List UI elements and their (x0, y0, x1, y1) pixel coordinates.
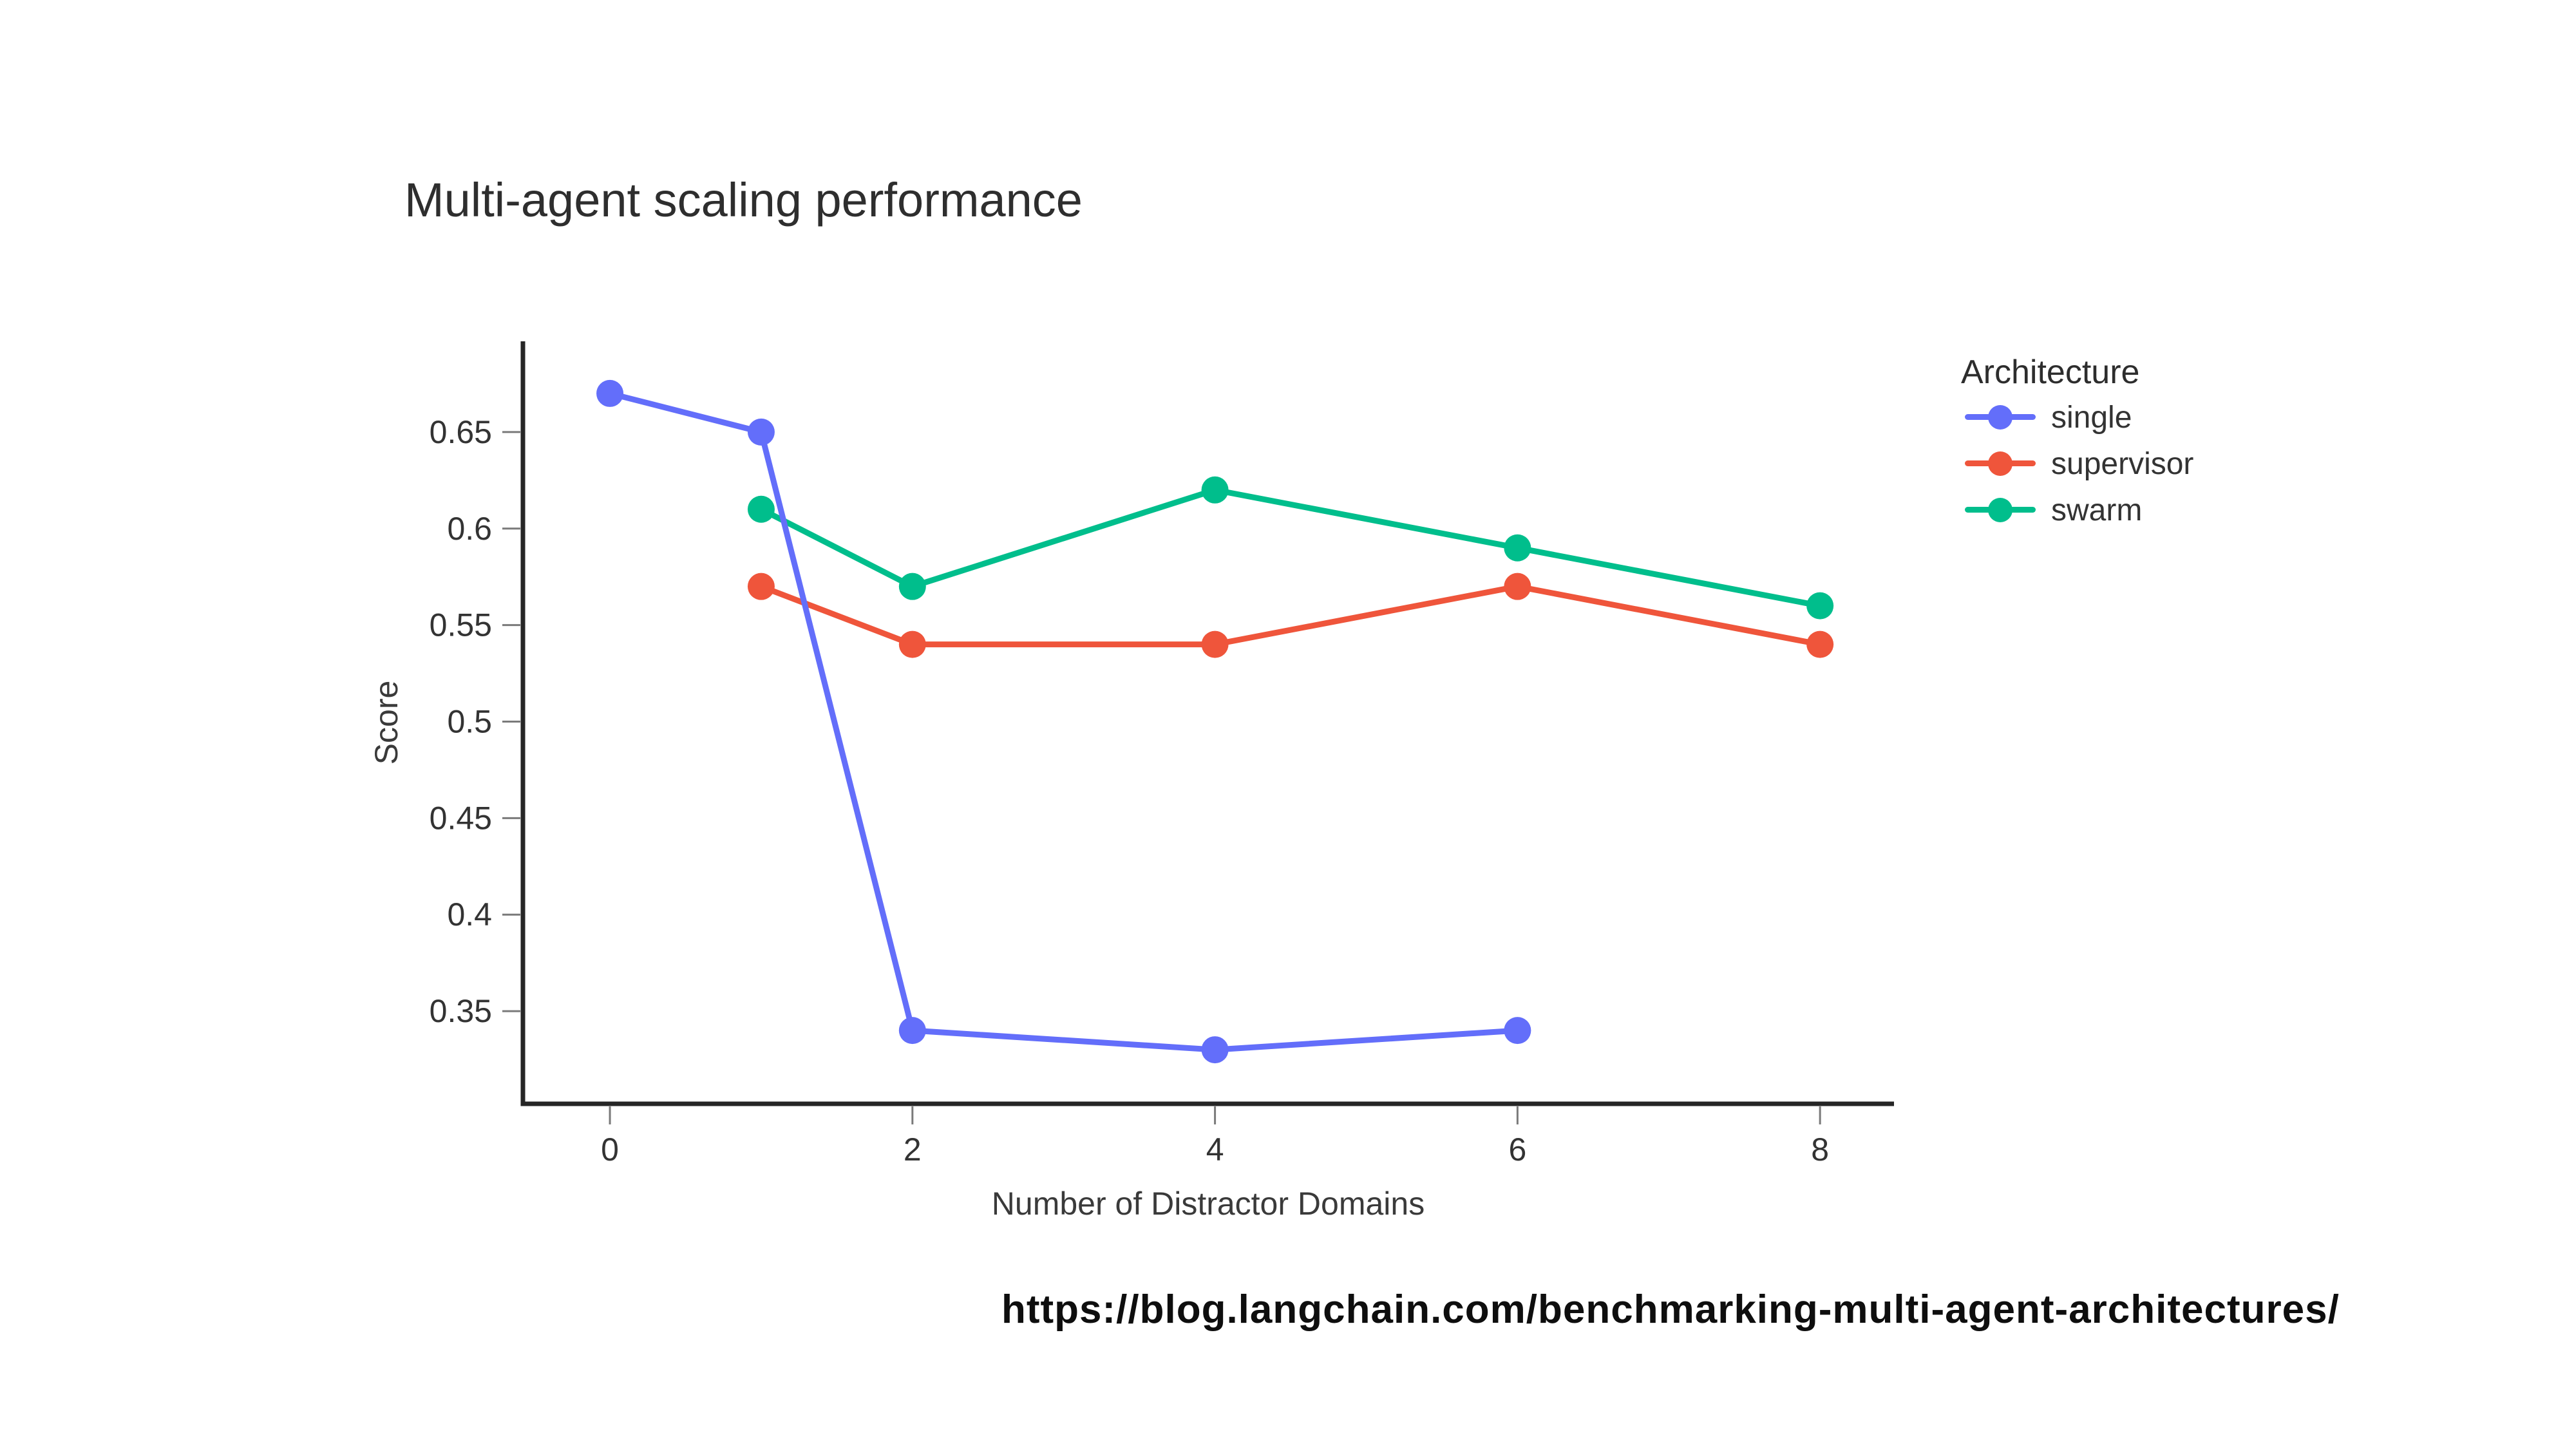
point-swarm-x1 (747, 495, 775, 523)
x-tick-label: 6 (1508, 1132, 1526, 1168)
legend-item-label: single (2051, 400, 2132, 435)
legend-marker-swarm-icon (1961, 496, 2040, 524)
legend-dot-swatch (1988, 405, 2012, 430)
x-tick-label: 2 (904, 1132, 922, 1168)
y-tick-label: 0.35 (430, 993, 492, 1029)
point-supervisor-x6 (1504, 573, 1531, 600)
legend-item-swarm[interactable]: swarm (1961, 487, 2193, 533)
point-swarm-x4 (1201, 476, 1229, 504)
legend-title: Architecture (1961, 354, 2140, 391)
y-axis-title: Score (368, 680, 404, 765)
legend-dot-swatch (1988, 451, 2012, 476)
y-tick-label: 0.65 (430, 414, 492, 450)
point-supervisor-x8 (1806, 630, 1834, 658)
legend-marker-supervisor-icon (1961, 450, 2040, 478)
legend-dot-swatch (1988, 498, 2012, 522)
legend-item-label: supervisor (2051, 446, 2194, 481)
x-tick-label: 8 (1811, 1132, 1829, 1168)
legend-marker-single-icon (1961, 403, 2040, 431)
legend: Architecture single supervisor swarm (1961, 355, 2193, 533)
point-swarm-x2 (898, 573, 926, 600)
y-tick-label: 0.55 (430, 607, 492, 643)
chart-title: Multi-agent scaling performance (404, 173, 1083, 227)
legend-items: single supervisor swarm (1961, 394, 2193, 533)
point-swarm-x6 (1504, 534, 1531, 562)
legend-item-single[interactable]: single (1961, 394, 2193, 440)
point-swarm-x8 (1806, 592, 1834, 620)
x-axis-title: Number of Distractor Domains (991, 1186, 1425, 1222)
x-tick-label: 4 (1206, 1132, 1224, 1168)
point-single-x6 (1504, 1017, 1531, 1045)
point-single-x1 (747, 418, 775, 446)
y-tick-label: 0.5 (447, 704, 492, 740)
point-supervisor-x2 (898, 630, 926, 658)
point-supervisor-x1 (747, 573, 775, 600)
legend-item-label: swarm (2051, 493, 2143, 527)
line-single (607, 390, 1520, 1053)
legend-item-supervisor[interactable]: supervisor (1961, 440, 2193, 487)
x-tick-label: 0 (601, 1132, 619, 1168)
y-tick-label: 0.4 (447, 896, 492, 933)
point-single-x2 (898, 1017, 926, 1045)
point-supervisor-x4 (1201, 630, 1229, 658)
point-single-x0 (596, 379, 624, 407)
y-tick-label: 0.45 (430, 800, 492, 836)
y-tick-label: 0.6 (447, 511, 492, 547)
point-single-x4 (1201, 1036, 1229, 1064)
source-url-text[interactable]: https://blog.langchain.com/benchmarking-… (1001, 1287, 2340, 1332)
